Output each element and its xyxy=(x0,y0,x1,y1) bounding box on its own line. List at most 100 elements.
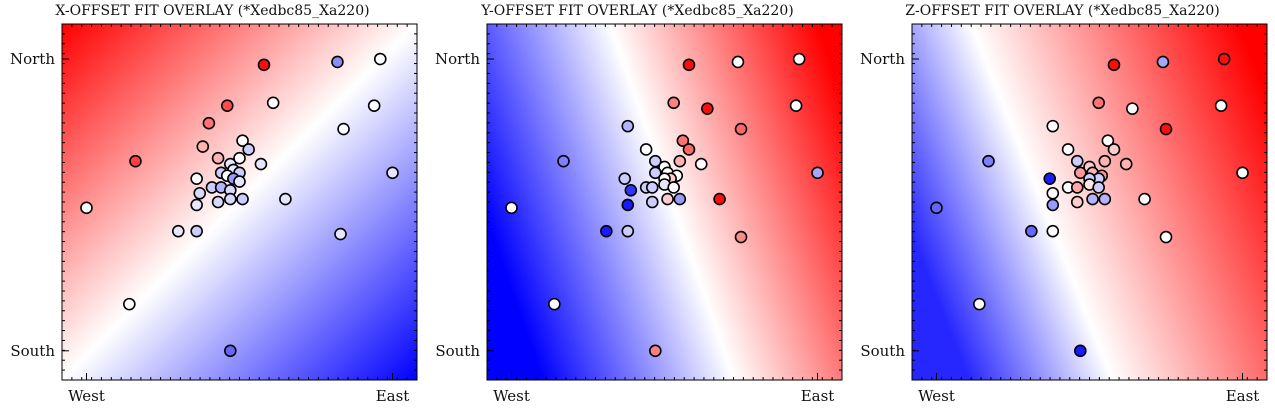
data-point xyxy=(334,227,347,241)
y-tick-label: South xyxy=(435,342,480,360)
data-point xyxy=(811,166,824,180)
data-point xyxy=(930,201,943,215)
chart-panel-y-offset: Y-OFFSET FIT OVERLAY (*Xedbc85_Xa220) We… xyxy=(425,0,850,411)
y-tick-label: South xyxy=(860,342,905,360)
data-point xyxy=(202,116,216,130)
x-tick-label: West xyxy=(493,387,530,405)
data-point xyxy=(224,192,237,206)
data-point xyxy=(224,344,237,358)
data-point xyxy=(1074,166,1087,180)
data-point xyxy=(649,166,662,180)
plot-area: West East North South xyxy=(850,22,1275,411)
data-point xyxy=(621,198,635,212)
data-point xyxy=(331,55,344,69)
data-point xyxy=(337,122,350,136)
data-point xyxy=(1101,134,1115,148)
minor-ticks xyxy=(61,23,418,381)
data-point xyxy=(171,224,185,238)
data-point xyxy=(1086,192,1099,206)
plot-area: West East North South xyxy=(425,22,850,411)
y-tick-label: North xyxy=(860,50,905,68)
data-point xyxy=(1119,157,1133,171)
data-point xyxy=(279,192,292,206)
chart-title: X-OFFSET FIT OVERLAY (*Xedbc85_Xa220) xyxy=(55,3,370,19)
data-point xyxy=(1107,58,1121,72)
data-point xyxy=(1070,181,1084,194)
data-point xyxy=(190,224,203,238)
data-point xyxy=(600,224,613,238)
data-point xyxy=(676,134,690,148)
data-point xyxy=(505,201,518,215)
data-point xyxy=(1092,96,1105,110)
data-point xyxy=(1138,192,1151,206)
data-point xyxy=(1107,143,1121,156)
data-point xyxy=(618,172,632,185)
data-point xyxy=(1070,195,1084,209)
x-tick-label: West xyxy=(68,387,105,405)
data-point xyxy=(190,172,203,185)
chart-panel-z-offset: Z-OFFSET FIT OVERLAY (*Xedbc85_Xa220) We… xyxy=(850,0,1275,411)
data-point xyxy=(1098,154,1112,168)
data-point xyxy=(731,55,745,69)
data-point xyxy=(1046,224,1060,238)
data-point xyxy=(242,143,255,156)
chart-panel-x-offset: X-OFFSET FIT OVERLAY (*Xedbc85_Xa220) We… xyxy=(0,0,425,411)
chart-title: Z-OFFSET FIT OVERLAY (*Xedbc85_Xa220) xyxy=(905,3,1220,19)
data-point xyxy=(673,154,687,168)
data-point xyxy=(1046,198,1060,212)
scatter-chart: West East North South xyxy=(435,23,843,405)
data-point xyxy=(645,181,659,194)
data-point xyxy=(734,122,748,136)
data-point xyxy=(1043,172,1057,185)
data-point xyxy=(673,192,687,206)
data-point xyxy=(1126,102,1139,115)
data-point xyxy=(1074,344,1087,358)
data-point xyxy=(220,99,234,113)
data-point xyxy=(193,186,207,200)
data-point xyxy=(982,154,995,168)
data-point xyxy=(1236,166,1249,180)
data-point xyxy=(236,192,249,206)
data-point xyxy=(792,52,806,66)
minor-ticks xyxy=(911,23,1268,381)
data-point xyxy=(789,99,803,113)
data-point xyxy=(621,119,635,133)
x-tick-label: East xyxy=(376,387,410,405)
scatter-chart: West East North South xyxy=(860,23,1268,405)
minor-ticks xyxy=(486,23,843,381)
data-point xyxy=(1046,186,1060,200)
data-point xyxy=(1159,230,1173,244)
data-point xyxy=(257,58,271,72)
data-point xyxy=(367,99,381,113)
data-point xyxy=(1061,143,1075,156)
data-point xyxy=(373,52,387,66)
data-point xyxy=(973,297,986,311)
chart-title: Y-OFFSET FIT OVERLAY (*Xedbc85_Xa220) xyxy=(481,3,794,19)
data-point xyxy=(129,154,142,168)
data-point xyxy=(1025,224,1038,238)
data-point xyxy=(621,224,635,238)
data-point xyxy=(645,195,659,209)
data-point xyxy=(211,151,225,165)
data-point xyxy=(254,157,268,171)
data-point xyxy=(694,157,708,171)
scatter-chart: West East North South xyxy=(10,23,418,405)
data-point xyxy=(233,151,246,165)
x-tick-label: East xyxy=(801,387,835,405)
data-point xyxy=(233,175,246,188)
data-point xyxy=(266,96,280,110)
data-point xyxy=(713,192,726,206)
data-point xyxy=(548,297,561,311)
data-point xyxy=(1092,181,1105,194)
data-point xyxy=(667,181,680,194)
data-point xyxy=(386,166,399,180)
data-point xyxy=(123,297,136,311)
data-point xyxy=(1156,55,1170,69)
y-tick-label: North xyxy=(435,50,480,68)
data-point xyxy=(80,201,93,215)
data-point xyxy=(639,143,653,156)
y-tick-label: South xyxy=(10,342,55,360)
data-point xyxy=(196,140,210,153)
x-tick-label: East xyxy=(1226,387,1260,405)
data-point xyxy=(1046,119,1060,133)
